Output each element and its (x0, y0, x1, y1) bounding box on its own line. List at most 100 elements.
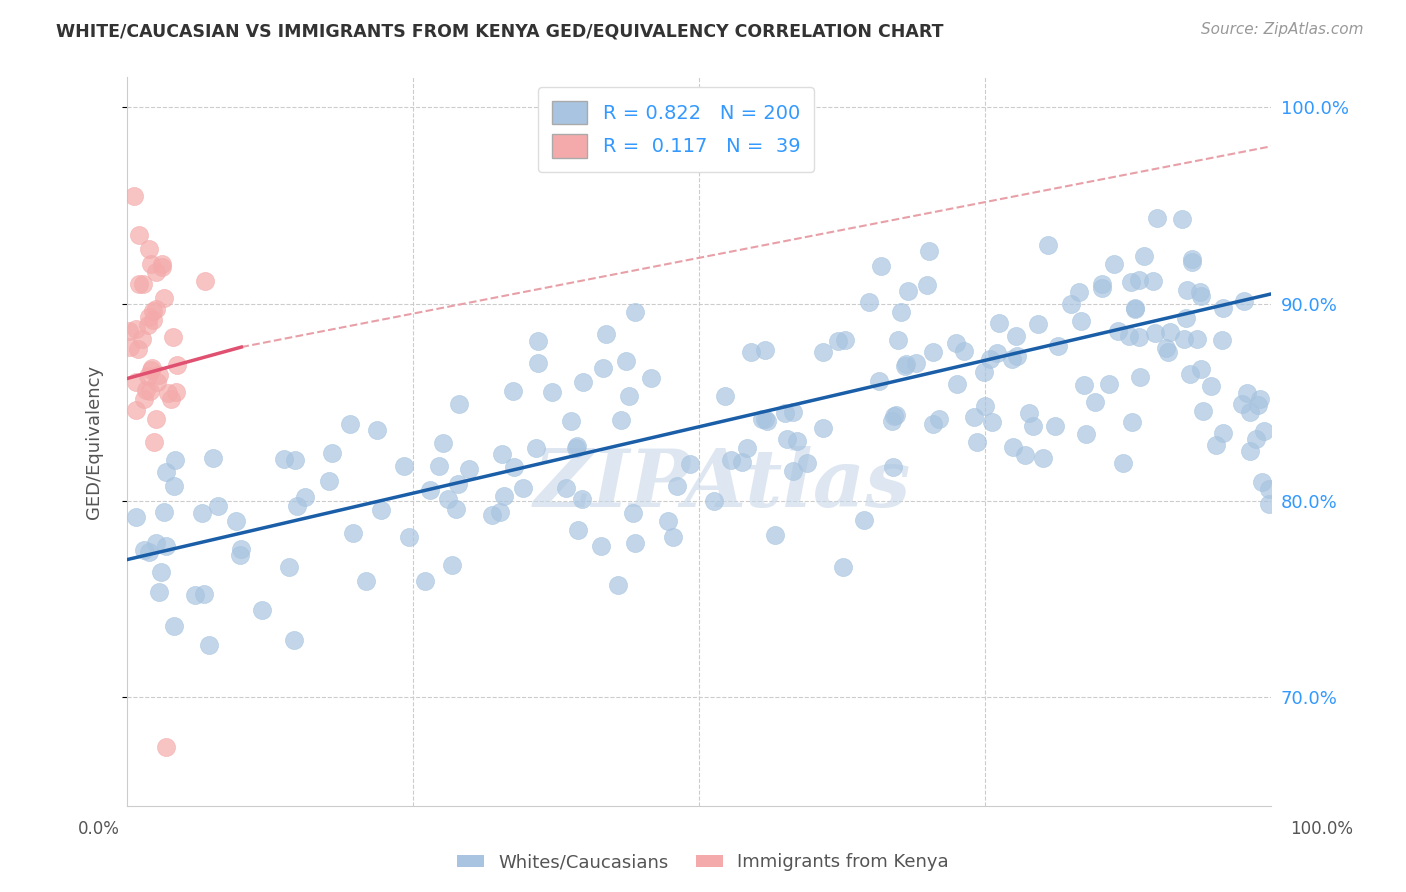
Point (963, 410, 986, 425)
Text: 100.0%: 100.0% (1291, 820, 1353, 838)
Point (595, 326, 617, 341)
Y-axis label: GED/Equivalency: GED/Equivalency (86, 365, 103, 518)
Point (1073, 378, 1095, 392)
Point (135, 383, 157, 397)
Point (125, 322, 148, 336)
Point (165, 384, 187, 399)
Point (945, 336, 967, 351)
Point (868, 374, 890, 388)
Point (1036, 238, 1059, 252)
Point (229, 541, 252, 556)
Point (1144, 326, 1167, 341)
Point (1247, 398, 1270, 412)
Point (617, 389, 640, 403)
Point (894, 359, 917, 373)
Point (1123, 301, 1146, 316)
Point (447, 477, 470, 491)
Point (1236, 386, 1258, 401)
Point (138, 310, 160, 325)
Point (1205, 438, 1227, 452)
Point (730, 455, 752, 469)
Point (890, 305, 912, 319)
Point (128, 227, 150, 242)
Point (193, 586, 215, 600)
Point (607, 578, 630, 592)
Point (1142, 274, 1164, 288)
Point (166, 358, 188, 372)
Point (1146, 211, 1168, 225)
Point (1199, 379, 1222, 393)
Point (1181, 252, 1204, 266)
Point (284, 453, 307, 467)
Point (679, 457, 702, 471)
Point (782, 464, 804, 478)
Point (979, 351, 1001, 366)
Point (1156, 341, 1178, 355)
Point (1185, 332, 1208, 346)
Point (339, 417, 361, 431)
Point (141, 361, 163, 376)
Point (754, 343, 776, 358)
Point (782, 405, 804, 419)
Point (356, 574, 378, 588)
Point (886, 409, 908, 423)
Point (1128, 330, 1150, 344)
Point (832, 560, 855, 574)
Point (1128, 273, 1150, 287)
Point (755, 414, 778, 428)
Point (285, 499, 308, 513)
Point (146, 376, 169, 390)
Point (132, 277, 155, 291)
Point (853, 513, 876, 527)
Point (128, 277, 150, 291)
Point (118, 324, 141, 338)
Point (163, 479, 186, 493)
Point (565, 439, 588, 453)
Point (572, 375, 595, 389)
Point (432, 436, 454, 450)
Point (125, 403, 148, 417)
Point (623, 535, 645, 549)
Point (1129, 369, 1152, 384)
Point (194, 274, 217, 288)
Point (153, 505, 176, 519)
Point (342, 525, 364, 540)
Point (713, 388, 735, 402)
Point (1189, 289, 1212, 303)
Point (142, 434, 165, 449)
Point (277, 560, 299, 574)
Point (481, 508, 503, 522)
Point (1189, 285, 1212, 299)
Point (134, 392, 156, 406)
Point (1047, 339, 1070, 353)
Point (444, 502, 467, 516)
Point (250, 603, 273, 617)
Point (125, 375, 148, 389)
Point (796, 456, 818, 470)
Point (283, 633, 305, 648)
Point (1026, 317, 1049, 331)
Point (153, 291, 176, 305)
Point (139, 384, 162, 398)
Point (571, 491, 593, 506)
Point (1133, 249, 1156, 263)
Point (776, 432, 799, 446)
Point (834, 334, 856, 348)
Point (882, 460, 904, 475)
Point (1091, 281, 1114, 295)
Point (1253, 424, 1275, 438)
Point (207, 500, 229, 514)
Point (918, 244, 941, 258)
Point (419, 483, 441, 497)
Point (183, 588, 205, 602)
Point (398, 530, 420, 544)
Point (735, 441, 758, 455)
Point (1070, 313, 1092, 327)
Point (1098, 376, 1121, 391)
Point (148, 368, 170, 382)
Point (1174, 310, 1197, 325)
Point (946, 377, 969, 392)
Point (524, 441, 547, 455)
Point (740, 344, 762, 359)
Point (145, 535, 167, 549)
